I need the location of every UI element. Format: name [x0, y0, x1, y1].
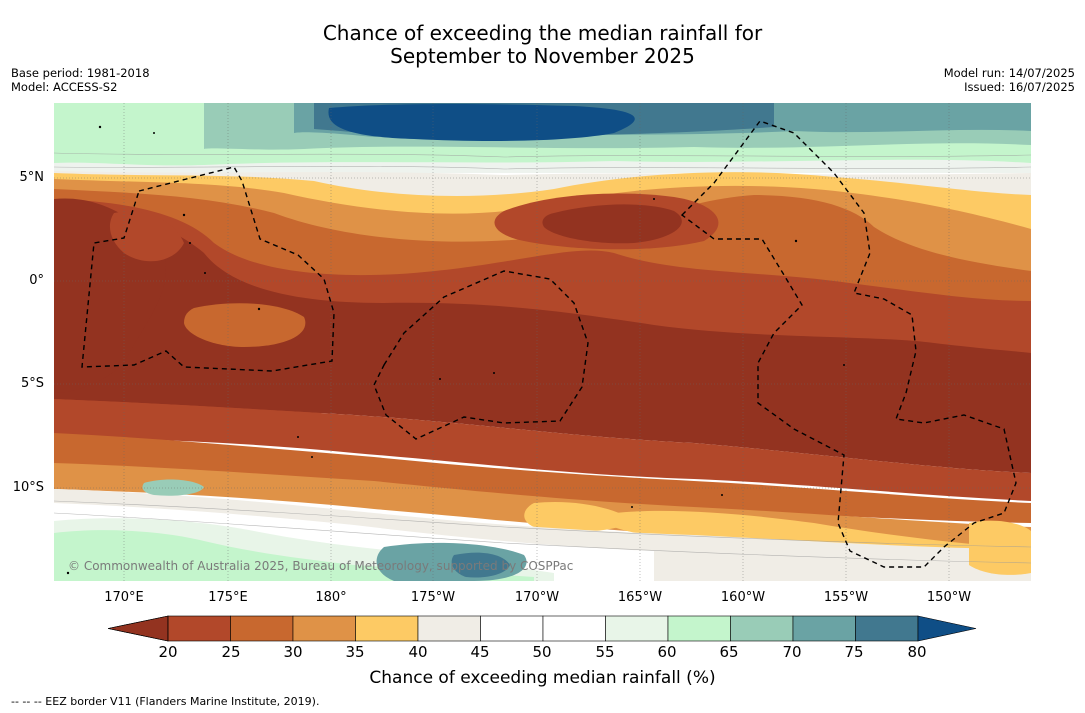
lon-label-170e: 170°E [104, 590, 144, 605]
colorbar-segment [792, 615, 856, 642]
title-line-2: September to November 2025 [390, 44, 695, 68]
colorbar-tick-25: 25 [221, 643, 241, 661]
lat-label-0: 0° [29, 273, 44, 288]
colorbar-segment [730, 615, 794, 642]
copyright-text: © Commonwealth of Australia 2025, Bureau… [68, 559, 574, 573]
model-run-text: Model run: 14/07/2025 [943, 66, 1075, 80]
colorbar-tick-70: 70 [782, 643, 802, 661]
lon-label-150w: 150°W [926, 590, 972, 605]
rainfall-field [54, 103, 1031, 581]
colorbar-segment [292, 615, 356, 642]
lat-label-5n: 5°N [19, 170, 45, 185]
colorbar-tick-40: 40 [408, 643, 428, 661]
colorbar-segment [605, 615, 669, 642]
lon-label-180: 180° [315, 590, 347, 605]
lat-label-5s: 5°S [20, 376, 44, 391]
base-period-text: Base period: 1981-2018 [11, 66, 150, 80]
eez-border-kiribati-gilbert [81, 166, 335, 372]
lon-label-175e: 175°E [208, 590, 248, 605]
colorbar-tick-60: 60 [657, 643, 677, 661]
lat-label-10s: 10°S [12, 480, 44, 495]
eez-legend-note: -- -- -- EEZ border V11 (Flanders Marine… [11, 695, 320, 708]
colorbar-tick-80: 80 [907, 643, 927, 661]
colorbar-segment [417, 615, 481, 642]
model-text: Model: ACCESS-S2 [11, 80, 118, 94]
colorbar-label: Chance of exceeding median rainfall (%) [369, 668, 716, 688]
colorbar-tick-45: 45 [470, 643, 490, 661]
colorbar-segment [480, 615, 544, 642]
colorbar-extend-high [917, 615, 977, 642]
eez-border-phoenix [373, 270, 589, 440]
colorbar [108, 615, 977, 642]
lon-label-170w: 170°W [514, 590, 560, 605]
rainfall-map [54, 103, 1031, 581]
colorbar-tick-55: 55 [595, 643, 615, 661]
colorbar-tick-35: 35 [345, 643, 365, 661]
colorbar-segment [230, 615, 294, 642]
map-title: Chance of exceeding the median rainfall … [0, 22, 1085, 68]
colorbar-tick-20: 20 [158, 643, 178, 661]
meta-right: Model run: 14/07/2025 Issued: 16/07/2025 [944, 66, 1075, 94]
meta-left: Base period: 1981-2018 Model: ACCESS-S2 [11, 66, 150, 94]
colorbar-tick-30: 30 [283, 643, 303, 661]
title-line-1: Chance of exceeding the median rainfall … [322, 21, 763, 45]
lon-label-155w: 155°W [823, 590, 869, 605]
colorbar-tick-50: 50 [532, 643, 552, 661]
lon-label-165w: 165°W [617, 590, 663, 605]
colorbar-segment [355, 615, 419, 642]
lon-label-160w: 160°W [720, 590, 766, 605]
lon-label-175w: 175°W [410, 590, 456, 605]
issued-text: Issued: 16/07/2025 [964, 80, 1075, 94]
colorbar-segment [855, 615, 919, 642]
colorbar-segment [542, 615, 606, 642]
colorbar-extend-low [108, 615, 169, 642]
colorbar-segment [167, 615, 231, 642]
colorbar-tick-75: 75 [844, 643, 864, 661]
colorbar-tick-65: 65 [719, 643, 739, 661]
colorbar-segment [667, 615, 731, 642]
